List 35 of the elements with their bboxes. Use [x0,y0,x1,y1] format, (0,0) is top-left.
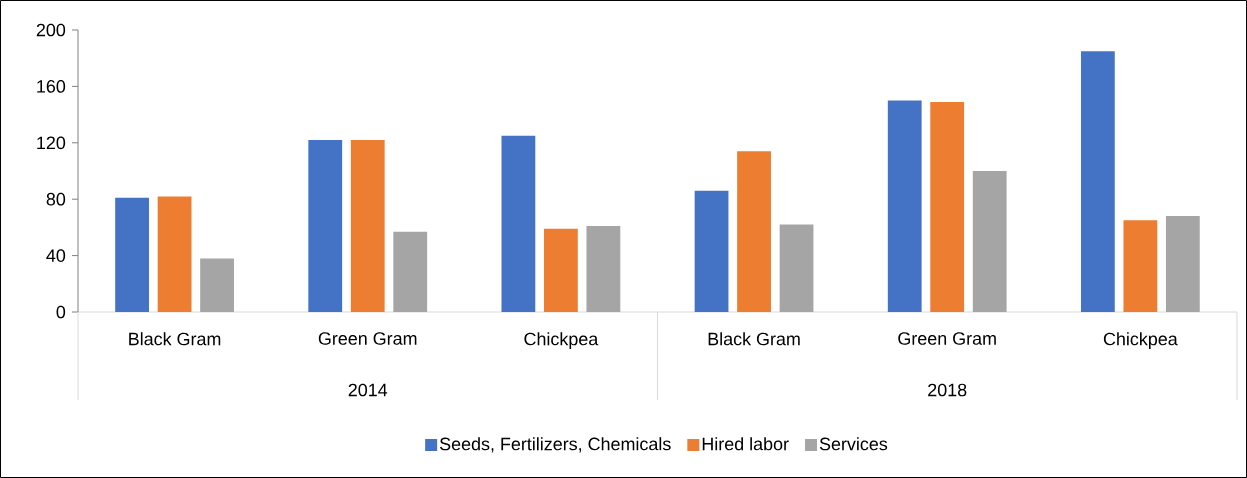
bar [887,100,922,312]
x-tick-label: Black Gram [708,332,800,346]
text: 2018 [928,383,967,397]
y-tick-label: 40 [46,249,66,262]
x-tick-label: Chickpea [1103,332,1178,349]
x-tick-label: Green Gram [318,332,417,345]
bar [115,197,149,312]
bar [501,135,536,312]
y-tick-label: 120 [37,136,66,150]
bar [694,190,729,312]
bar [737,151,771,312]
text: 2014 [348,383,388,397]
x-tick-label: Black Gram [129,332,221,346]
bar [1123,220,1158,312]
bar [779,224,814,312]
x-tick-label: Green Gram [898,332,996,345]
bar [200,258,234,312]
y-tick-label: 0 [56,305,66,319]
bar [930,101,965,312]
bar [350,139,385,312]
bar [393,231,428,312]
x-tick-label: Chickpea [524,332,599,349]
bar [1080,51,1115,312]
y-tick-label: 200 [36,23,66,37]
bar [308,139,343,312]
y-tick-label: 160 [37,80,66,93]
bar [586,225,621,312]
bar [972,171,1007,312]
bar [1165,216,1200,312]
y-tick-label: 80 [46,192,66,206]
legend-label: Seeds, Fertilizers, Chemicals [439,437,671,453]
legend-label: Hired labor [702,437,789,451]
bar [157,196,192,312]
legend-label: Services [819,437,888,451]
bar [543,228,578,312]
